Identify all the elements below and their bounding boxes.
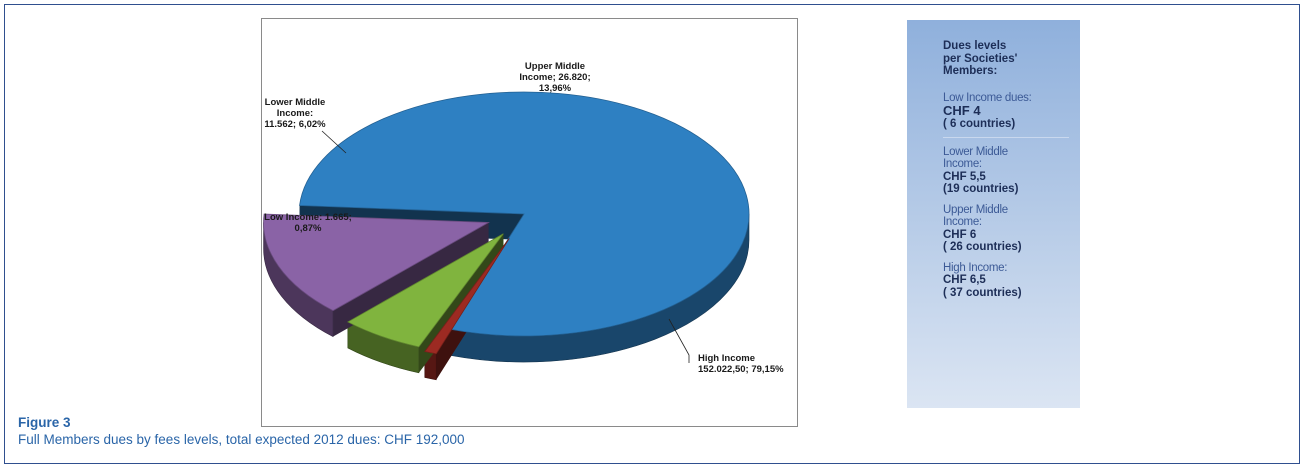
slice-label-line: Lower Middle xyxy=(265,97,326,108)
dues-entry-upper-middle-income: Upper Middle Income: CHF 6 ( 26 countrie… xyxy=(943,204,1080,254)
dues-levels-panel: Dues levels per Societies' Members: Low … xyxy=(907,20,1080,408)
slice-label-line: Income: xyxy=(277,108,313,119)
slice-label-line: 11.562; 6,02% xyxy=(264,119,326,130)
dues-levels-title: Dues levels per Societies' Members: xyxy=(943,40,1018,77)
figure-title: Figure 3 xyxy=(18,415,71,430)
dues-entry-count: (19 countries) xyxy=(943,183,1019,195)
slice-label-text: Low Income: 1.665; 0,87% xyxy=(264,212,352,234)
label-leader-line xyxy=(321,130,347,154)
pie-slice-upper-middle-income xyxy=(263,213,490,312)
dues-entry-count: ( 6 countries) xyxy=(943,118,1016,130)
slice-label-text: Upper Middle Income; 26.820; 13,96% xyxy=(519,61,590,94)
slice-label-lower-middle-income: Lower Middle Income: 11.562; 6,02% xyxy=(264,97,347,154)
dues-entry-label: Lower Middle Income: xyxy=(943,145,1008,171)
dues-entry-value: CHF 6,5 xyxy=(943,274,986,286)
slice-label-line: High Income xyxy=(698,353,755,364)
slice-label-low-income: Low Income: 1.665; 0,87% xyxy=(264,212,352,234)
dues-entry-value: CHF 4 xyxy=(943,103,981,118)
slice-label-text: Lower Middle Income: 11.562; 6,02% xyxy=(264,97,326,130)
slice-label-high-income: High Income 152.022,50; 79,15% xyxy=(668,318,784,375)
dues-entry-label: High Income: xyxy=(943,261,1008,274)
dues-entry-label: Upper Middle Income: xyxy=(943,203,1008,229)
slice-label-upper-middle-income: Upper Middle Income; 26.820; 13,96% xyxy=(519,61,590,94)
dues-entry-value: CHF 6 xyxy=(943,228,977,241)
dues-entry-label: Low Income dues: xyxy=(943,91,1032,104)
dues-entry-high-income: High Income: CHF 6,5 ( 37 countries) xyxy=(943,262,1080,300)
slice-label-line: 152.022,50; 79,15% xyxy=(698,364,784,375)
dues-entry-value: CHF 5,5 xyxy=(943,170,986,183)
label-leader-line xyxy=(668,318,690,363)
dues-entry-count: ( 26 countries) xyxy=(943,241,1022,253)
figure-caption: Full Members dues by fees levels, total … xyxy=(18,432,465,447)
slice-label-line: Upper Middle xyxy=(525,61,585,72)
pie-slice-low-income xyxy=(424,238,510,355)
pie-slice-lower-middle-income xyxy=(346,233,504,348)
pie-slice-high-income xyxy=(299,91,750,337)
slice-label-line: 0,87% xyxy=(295,223,322,234)
dues-entry-count: ( 37 countries) xyxy=(943,286,1022,299)
dues-entry-lower-middle-income: Lower Middle Income: CHF 5,5 (19 countri… xyxy=(943,146,1080,196)
slice-label-line: 13,96% xyxy=(539,83,572,94)
slice-label-line: Income; 26.820; xyxy=(519,72,590,83)
figure-frame: High Income 152.022,50; 79,15% Low Income:… xyxy=(4,4,1300,464)
pie-chart-box: High Income 152.022,50; 79,15% Low Income:… xyxy=(261,18,798,427)
dues-entry-low-income: Low Income dues: CHF 4 ( 6 countries) xyxy=(943,92,1069,138)
slice-label-text: High Income 152.022,50; 79,15% xyxy=(698,353,784,375)
pie-chart: High Income 152.022,50; 79,15% Low Income:… xyxy=(263,61,784,381)
slice-label-line: Low Income: 1.665; xyxy=(264,212,352,223)
